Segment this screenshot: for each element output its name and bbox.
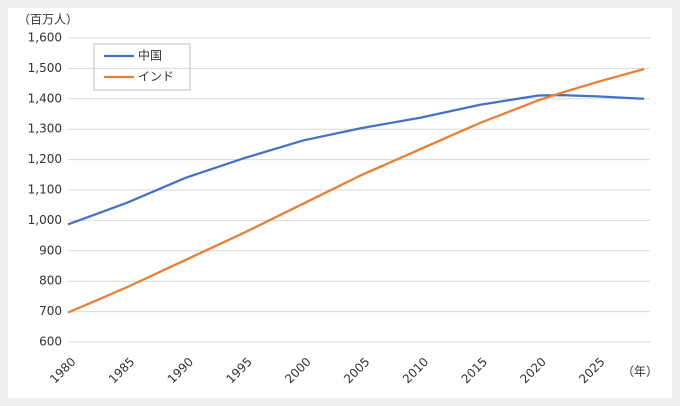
x-unit: （年） (622, 365, 658, 379)
y-tick-label: 700 (39, 304, 62, 318)
line-series (67, 94, 645, 226)
y-tick-label: 1,000 (28, 213, 62, 227)
y-tick-label: 800 (39, 274, 62, 288)
y-tick-label: 1,600 (28, 31, 62, 45)
y-tick-label: 1,300 (28, 122, 62, 136)
y-tick-label: 900 (39, 243, 62, 257)
legend-label: 中国 (138, 48, 162, 63)
y-tick-label: 1,400 (28, 91, 62, 105)
legend-label: インド (138, 70, 174, 84)
y-tick-label: 1,200 (28, 152, 62, 166)
line-series (67, 67, 645, 314)
y-unit: （百万人） (18, 13, 78, 27)
y-tick-label: 600 (39, 335, 62, 349)
y-tick-label: 1,500 (28, 61, 62, 75)
y-tick-label: 1,100 (28, 183, 62, 197)
legend-box (93, 43, 191, 91)
